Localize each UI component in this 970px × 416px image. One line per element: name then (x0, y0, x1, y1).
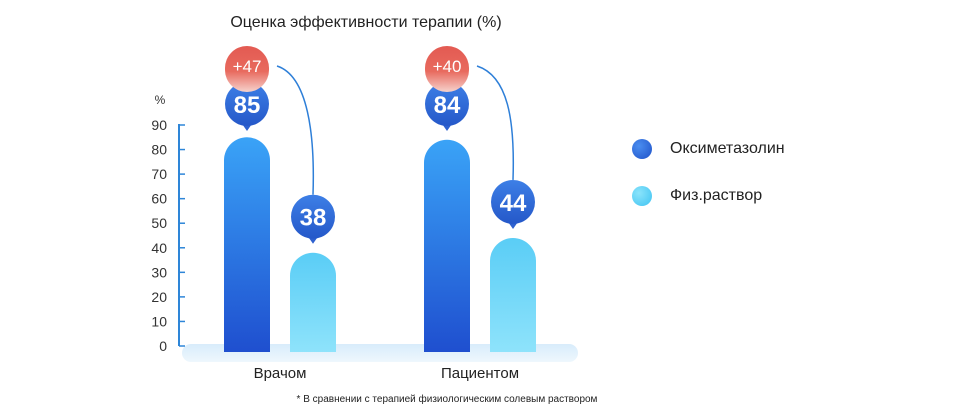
y-tick-label: 10 (151, 313, 167, 329)
connector-line (476, 65, 515, 180)
legend-item-saline: Физ.раствор (632, 185, 785, 207)
data-label: 38 (300, 205, 327, 232)
badge-circle (225, 82, 269, 126)
x-tick-label: Пациентом (441, 365, 519, 382)
y-tick-label: 90 (151, 117, 167, 133)
y-tick-label: 40 (151, 240, 167, 256)
value-badge: 85 (225, 82, 269, 131)
bar-saline (490, 237, 536, 352)
x-axis-labels: Врачом Пациентом (254, 365, 519, 382)
badge-circle (425, 82, 469, 126)
legend-label: Физ.раствор (670, 187, 763, 204)
bars (224, 137, 536, 352)
y-tick-label: 20 (151, 289, 167, 305)
data-label: 84 (434, 92, 461, 119)
difference-label: +47 (233, 57, 262, 76)
y-tick-label: 80 (151, 142, 167, 158)
chart-title: Оценка эффективности терапии (%) (230, 14, 501, 31)
bar-saline (290, 252, 336, 352)
value-badge: 44 (491, 179, 535, 229)
data-label: 44 (500, 190, 527, 217)
badge-circle (491, 179, 535, 224)
difference-label: +40 (433, 57, 462, 76)
connector-line (276, 65, 315, 195)
difference-connectors (276, 65, 515, 195)
difference-bubble (425, 46, 469, 92)
legend-swatch-dark-blue (632, 139, 652, 159)
bar-oxymetazoline (224, 137, 270, 352)
difference-badge: +47 (225, 46, 269, 92)
difference-bubble (225, 46, 269, 92)
x-tick-label: Врачом (254, 365, 307, 382)
y-tick-label: 0 (159, 338, 167, 354)
badge-circle (291, 194, 335, 239)
value-badge: 38 (291, 194, 335, 244)
y-axis-unit: % (155, 93, 166, 107)
plot-baseline (182, 344, 578, 362)
footnote: * В сравнении с терапией физиологическим… (297, 393, 598, 405)
data-label: 85 (234, 92, 261, 119)
legend: Оксиметазолин Физ.раствор (632, 138, 785, 232)
value-badges: 85 38 +47 84 44 +40 (225, 46, 535, 244)
legend-label: Оксиметазолин (670, 140, 785, 157)
y-tick-label: 50 (151, 215, 167, 231)
y-tick-label: 70 (151, 166, 167, 182)
legend-swatch-light-blue (632, 186, 652, 206)
difference-badge: +40 (425, 46, 469, 92)
y-tick-label: 60 (151, 191, 167, 207)
y-axis-ticks: 0 10 20 30 40 50 60 70 80 90 (151, 117, 185, 354)
value-badge: 84 (425, 82, 469, 131)
y-tick-label: 30 (151, 264, 167, 280)
bar-oxymetazoline (424, 139, 470, 352)
legend-item-oxymetazoline: Оксиметазолин (632, 138, 785, 160)
